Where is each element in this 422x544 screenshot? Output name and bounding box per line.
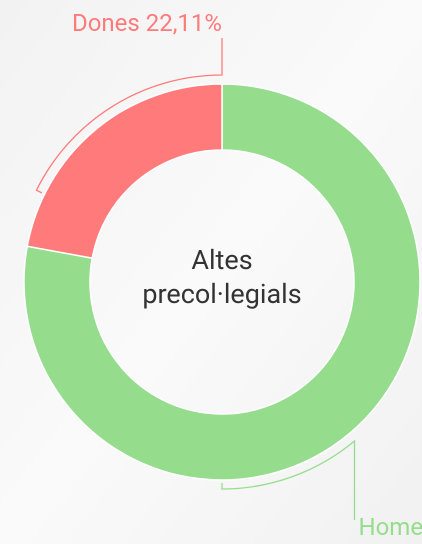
donut-segment	[23, 83, 421, 481]
value-label: 22,11%	[146, 9, 222, 37]
leader-line	[221, 439, 356, 520]
leader-line	[35, 38, 223, 194]
data-label: Dones 22,11%	[72, 9, 222, 37]
category-label: Dones	[72, 9, 140, 37]
donut-segment	[26, 83, 223, 260]
data-label: Homes 77,89%	[358, 513, 422, 541]
center-text: precol·legials	[142, 278, 301, 310]
center-text: Altes	[191, 244, 252, 276]
category-label: Homes	[358, 513, 422, 541]
